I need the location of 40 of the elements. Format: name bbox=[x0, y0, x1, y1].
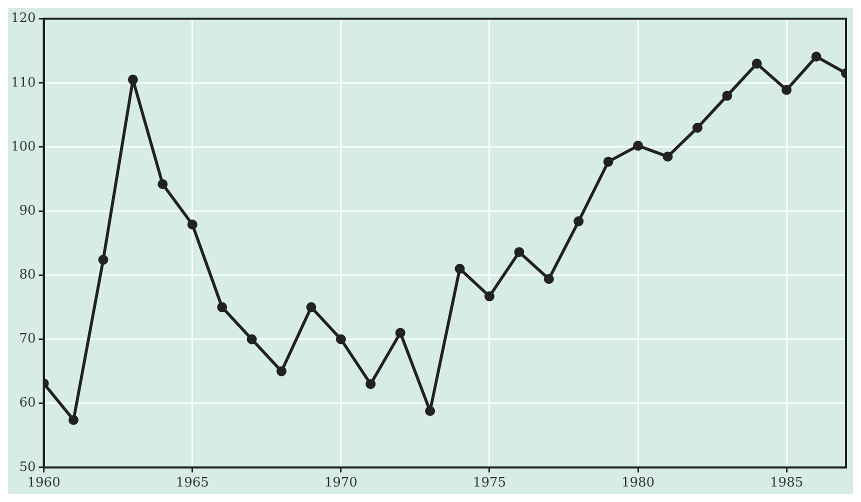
y-tick-label: 100 bbox=[10, 139, 36, 154]
point bbox=[484, 291, 494, 302]
y-tick-label: 110 bbox=[10, 75, 36, 90]
point bbox=[752, 58, 762, 69]
y-tick-label: 60 bbox=[19, 396, 36, 411]
point bbox=[336, 334, 346, 344]
point bbox=[158, 179, 168, 190]
point bbox=[425, 406, 436, 416]
point bbox=[544, 274, 554, 284]
point bbox=[692, 122, 702, 133]
point bbox=[276, 366, 286, 376]
point bbox=[574, 216, 584, 226]
y-tick-label: 50 bbox=[19, 460, 36, 475]
x-tick-label: 1965 bbox=[176, 476, 209, 491]
x-tick-label: 1970 bbox=[324, 476, 358, 491]
point bbox=[98, 254, 108, 265]
point bbox=[782, 84, 792, 95]
point bbox=[366, 379, 376, 390]
point bbox=[811, 52, 822, 62]
x-tick-label: 1975 bbox=[472, 476, 506, 491]
y-tick-label: 80 bbox=[19, 268, 36, 283]
point bbox=[217, 302, 228, 312]
point bbox=[395, 328, 406, 338]
point bbox=[722, 90, 732, 101]
y-tick-label: 70 bbox=[19, 332, 36, 347]
point bbox=[68, 414, 79, 425]
x-tick-label: 1980 bbox=[621, 476, 655, 491]
point bbox=[306, 302, 316, 312]
point bbox=[514, 247, 524, 258]
point bbox=[603, 156, 614, 167]
point bbox=[662, 152, 673, 162]
point bbox=[128, 74, 138, 85]
y-tick-label: 120 bbox=[10, 11, 36, 26]
point bbox=[454, 264, 465, 274]
point bbox=[246, 334, 257, 344]
y-tick-label: 90 bbox=[19, 203, 36, 218]
point bbox=[187, 220, 198, 230]
x-tick-label: 1960 bbox=[27, 476, 60, 491]
x-tick-label: 1985 bbox=[770, 476, 804, 491]
point bbox=[633, 140, 644, 151]
